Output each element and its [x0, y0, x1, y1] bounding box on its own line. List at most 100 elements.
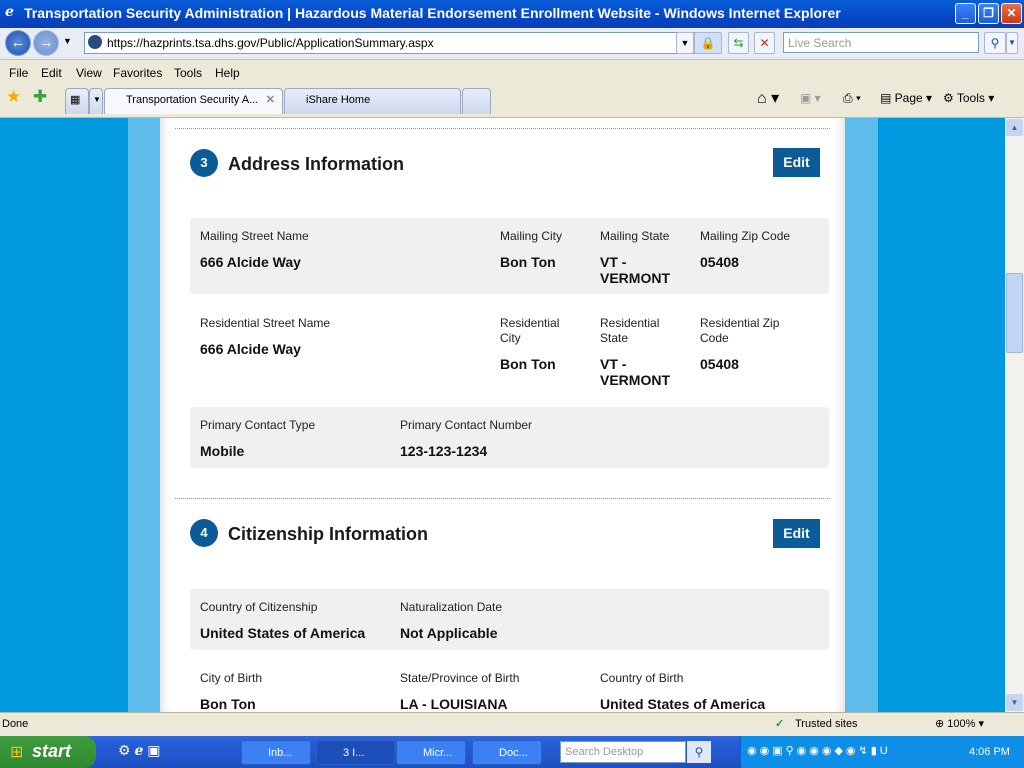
citizenship-panel	[190, 589, 829, 650]
status-text: Done	[2, 718, 29, 730]
ie-logo-icon: e	[5, 4, 14, 20]
section-title-citizenship: Citizenship Information	[228, 524, 428, 544]
taskbar-item-inbox[interactable]: Inb...	[241, 740, 311, 765]
minimize-button[interactable]: _	[955, 3, 976, 24]
state-birth-value: LA - LOUISIANA	[400, 696, 508, 712]
residential-city-value: Bon Ton	[500, 356, 556, 372]
city-birth-value: Bon Ton	[200, 696, 256, 712]
live-search-input[interactable]: Live Search	[783, 32, 979, 53]
residential-zip-label: Residential Zip Code	[700, 316, 780, 345]
clock: 4:06 PM	[969, 746, 1010, 758]
lock-icon[interactable]: 🔒	[694, 32, 722, 54]
history-dropdown-icon[interactable]: ▼	[63, 36, 72, 46]
residential-street-value: 666 Alcide Way	[200, 341, 301, 357]
mailing-zip-label: Mailing Zip Code	[700, 229, 791, 243]
edit-address-button[interactable]: Edit	[773, 148, 820, 177]
mailing-state-label: Mailing State	[600, 229, 670, 243]
mailing-street-value: 666 Alcide Way	[200, 254, 301, 270]
mailing-address-panel	[190, 218, 829, 294]
state-birth-label: State/Province of Birth	[400, 671, 520, 685]
section-number-badge: 3	[190, 149, 218, 177]
menu-tools[interactable]: Tools	[174, 66, 203, 80]
country-birth-value: United States of America	[600, 696, 766, 712]
taskbar-item-document[interactable]: Doc...	[472, 740, 542, 765]
home-icon[interactable]: ⌂ ▾	[757, 90, 780, 107]
close-tab-icon[interactable]: ✕	[265, 94, 275, 106]
mailing-state-value: VT - VERMONT	[600, 254, 670, 286]
menu-favorites[interactable]: Favorites	[113, 66, 163, 80]
close-button[interactable]: ✕	[1001, 3, 1022, 24]
section-divider	[175, 128, 830, 129]
search-options-dropdown[interactable]: ▼	[1006, 32, 1018, 54]
dhs-seal-icon	[88, 35, 102, 49]
tab-label: Transportation Security A...	[126, 94, 259, 106]
system-tray: ◉◉▣⚲◉◉◉◆◉↯▮U 4:06 PM	[740, 736, 1024, 768]
page-border-left	[128, 118, 160, 712]
status-bar: Done ✓ Trusted sites ⊕ 100% ▾	[0, 712, 1024, 736]
country-citizenship-value: United States of America	[200, 625, 366, 641]
tray-icons[interactable]: ◉◉▣⚲◉◉◉◆◉↯▮U	[747, 745, 891, 757]
residential-state-value: VT - VERMONT	[600, 356, 670, 388]
country-birth-label: Country of Birth	[600, 671, 684, 685]
tab-label: iShare Home	[306, 94, 371, 106]
new-tab-button[interactable]	[462, 88, 491, 114]
mailing-zip-value: 05408	[700, 254, 739, 270]
contact-panel	[190, 407, 829, 468]
residential-state-label: Residential State	[600, 316, 660, 345]
menu-file[interactable]: File	[9, 66, 29, 80]
zoom-control[interactable]: ⊕ 100% ▾	[935, 718, 984, 730]
add-favorite-icon[interactable]: ✚	[33, 87, 48, 106]
tools-menu[interactable]: ⚙ Tools ▾	[943, 91, 995, 105]
naturalization-date-label: Naturalization Date	[400, 600, 503, 614]
quick-launch-icons[interactable]: ⚙ e ▣	[118, 742, 161, 759]
page-border-right	[845, 118, 878, 712]
search-icon[interactable]: ⚲	[984, 32, 1006, 54]
contact-type-label: Primary Contact Type	[200, 418, 316, 432]
page-menu[interactable]: ▤ Page ▾	[880, 91, 933, 105]
residential-street-label: Residential Street Name	[200, 316, 331, 330]
feeds-icon[interactable]: ▣ ▾	[800, 91, 821, 105]
checkmark-icon: ✓	[775, 718, 785, 730]
windows-logo-icon: ⊞	[10, 744, 24, 761]
country-citizenship-label: Country of Citizenship	[200, 600, 318, 614]
residential-zip-value: 05408	[700, 356, 739, 372]
back-button[interactable]: ←	[5, 30, 31, 56]
taskbar-item-access[interactable]: Micr...	[396, 740, 466, 765]
taskbar-item-ie[interactable]: 3 I...	[316, 740, 395, 765]
favorites-star-icon[interactable]: ★	[6, 87, 22, 106]
refresh-button[interactable]: ⇆	[728, 32, 749, 54]
vertical-scrollbar[interactable]: ▲ ▼	[1005, 118, 1024, 712]
quick-tabs-button[interactable]: ▦	[65, 88, 89, 114]
mailing-city-value: Bon Ton	[500, 254, 556, 270]
edit-citizenship-button[interactable]: Edit	[773, 519, 820, 548]
stop-button[interactable]: ✕	[754, 32, 775, 54]
section-number-badge: 4	[190, 519, 218, 547]
section-title-address: Address Information	[228, 154, 405, 174]
tab-list-dropdown[interactable]: ▼	[89, 88, 103, 114]
tab-ishare[interactable]: iShare Home	[284, 88, 461, 114]
desktop-search-button[interactable]: ⚲	[687, 741, 711, 763]
scroll-up-button[interactable]: ▲	[1006, 119, 1023, 136]
scroll-down-button[interactable]: ▼	[1006, 694, 1023, 711]
restore-button[interactable]: ❐	[978, 3, 999, 24]
naturalization-date-value: Not Applicable	[400, 625, 498, 641]
mailing-street-label: Mailing Street Name	[200, 229, 309, 243]
url-input[interactable]: https://hazprints.tsa.dhs.gov/Public/App…	[84, 32, 721, 54]
menu-view[interactable]: View	[76, 66, 102, 80]
scroll-thumb[interactable]	[1006, 273, 1023, 353]
desktop-search-input[interactable]: Search Desktop	[560, 741, 686, 763]
start-button[interactable]: start	[0, 736, 96, 768]
url-dropdown-button[interactable]: ▼	[676, 32, 694, 54]
menu-help[interactable]: Help	[215, 66, 240, 80]
title-bar: e Transportation Security Administration…	[0, 0, 1024, 28]
forward-button[interactable]: →	[33, 30, 59, 56]
mailing-city-label: Mailing City	[500, 229, 563, 243]
menu-bar: File Edit View Favorites Tools Help	[0, 59, 1024, 82]
section-divider	[175, 498, 830, 499]
residential-city-label: Residential City	[500, 316, 560, 345]
menu-edit[interactable]: Edit	[41, 66, 62, 80]
print-icon[interactable]: ⎙ ▾	[843, 91, 861, 105]
tab-tsa[interactable]: Transportation Security A... ✕	[104, 88, 283, 114]
window-title: Transportation Security Administration |…	[24, 5, 841, 21]
security-zone: Trusted sites	[795, 718, 858, 730]
